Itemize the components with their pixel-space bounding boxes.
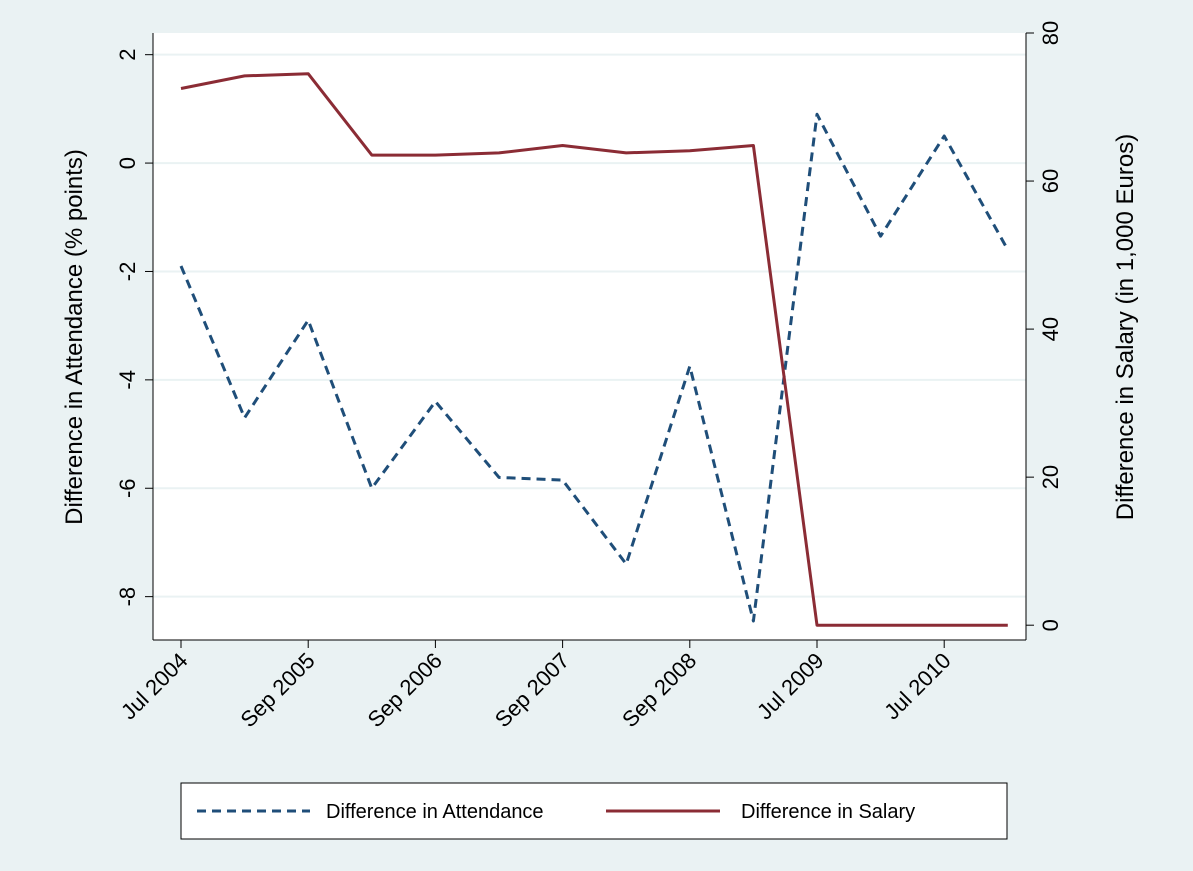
legend-box xyxy=(180,782,1008,840)
y-left-tick-label: -4 xyxy=(115,370,140,390)
axes xyxy=(145,32,1034,648)
y-axis-left-title: Difference in Attendance (% points) xyxy=(61,149,88,525)
y-right-tick-label: 40 xyxy=(1038,317,1063,341)
series-line-salary xyxy=(180,72,1008,627)
grid xyxy=(153,53,1026,598)
legend: Difference in Attendance Difference in S… xyxy=(180,782,1008,840)
y-left-tick-label: -2 xyxy=(115,262,140,282)
y-left-tick-label: -8 xyxy=(115,587,140,607)
series xyxy=(179,72,1010,627)
y-right-tick-label: 20 xyxy=(1038,465,1063,489)
series-line-attendance xyxy=(179,112,1010,623)
legend-label-attendance: Difference in Attendance xyxy=(326,801,544,823)
y-left-tick-label: 0 xyxy=(115,157,140,169)
y-right-tick-label: 60 xyxy=(1038,169,1063,193)
y-left-tick-label: 2 xyxy=(115,49,140,61)
y-axis-right-title: Difference in Salary (in 1,000 Euros) xyxy=(1112,134,1139,520)
y-left-tick-label: -6 xyxy=(115,478,140,498)
plot-area xyxy=(153,33,1026,640)
y-right-tick-label: 80 xyxy=(1038,21,1063,45)
y-right-tick-label: 0 xyxy=(1038,619,1063,631)
legend-label-salary: Difference in Salary xyxy=(741,801,915,823)
